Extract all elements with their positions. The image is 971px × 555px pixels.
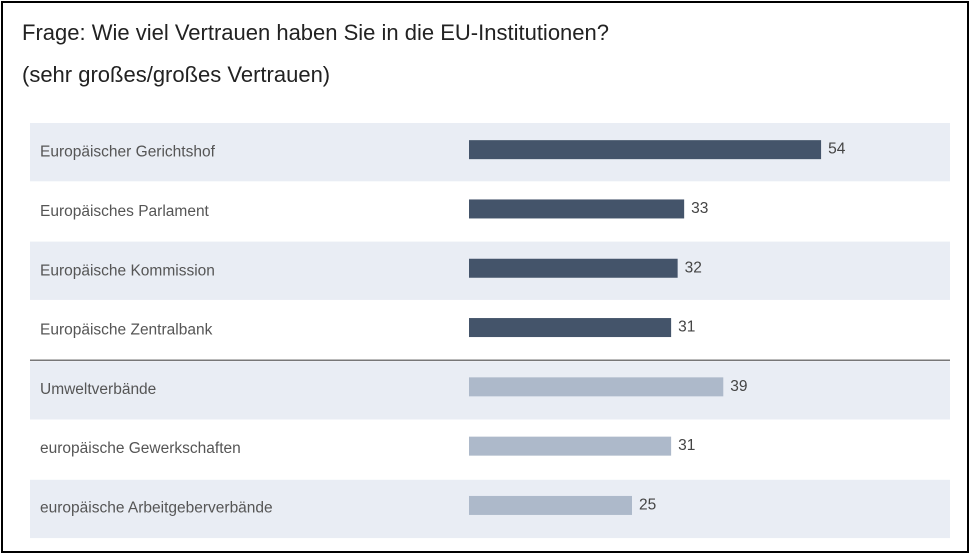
- value-label: 31: [678, 319, 695, 336]
- value-label: 39: [730, 378, 747, 395]
- bar: [469, 258, 678, 278]
- category-label: europäische Arbeitgeberverbände: [40, 500, 273, 517]
- chart-subtitle: (sehr großes/großes Vertrauen): [22, 62, 330, 87]
- bar: [469, 318, 672, 338]
- bar: [469, 199, 685, 219]
- value-label: 33: [691, 200, 708, 217]
- bar: [469, 377, 724, 397]
- bar: [469, 140, 822, 160]
- value-label: 54: [828, 141, 846, 158]
- value-label: 32: [685, 259, 702, 276]
- bar: [469, 436, 672, 456]
- value-label: 31: [678, 437, 695, 454]
- bar: [469, 495, 632, 515]
- category-label: europäische Gewerkschaften: [40, 440, 241, 457]
- category-label: Umweltverbände: [40, 381, 156, 398]
- category-label: Europäische Kommission: [40, 262, 215, 279]
- value-label: 25: [639, 497, 656, 514]
- category-label: Europäischer Gerichtshof: [40, 144, 216, 161]
- chart-title: Frage: Wie viel Vertrauen haben Sie in d…: [22, 20, 609, 45]
- category-label: Europäisches Parlament: [40, 203, 210, 220]
- category-label: Europäische Zentralbank: [40, 322, 213, 339]
